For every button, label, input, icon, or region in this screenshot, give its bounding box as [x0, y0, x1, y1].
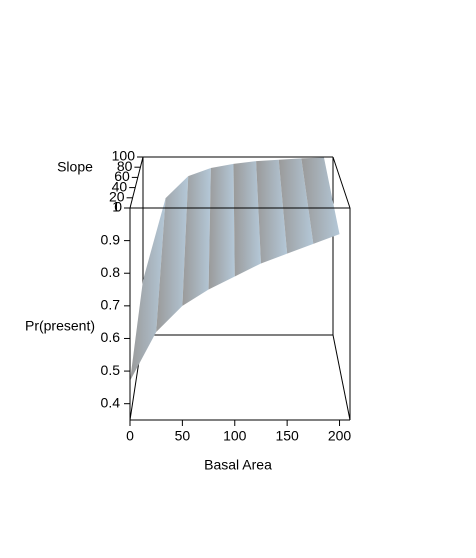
z-tick-label: 0.9: [101, 231, 121, 247]
surface-patch: [256, 159, 288, 264]
y-tick-label: 20: [109, 189, 125, 205]
surface-patch: [233, 161, 261, 277]
z-tick-label: 0.7: [101, 297, 121, 313]
box-edge: [332, 156, 351, 209]
z-tick-label: 1: [112, 199, 120, 215]
x-axis-title: Basal Area: [204, 457, 272, 473]
y-axis-title: Slope: [57, 159, 93, 175]
box-edge: [332, 334, 351, 421]
z-tick-label: 0.8: [101, 264, 121, 280]
y-tick-label: 80: [117, 158, 133, 174]
x-tick-label: 200: [328, 428, 352, 444]
surface-patch: [278, 158, 314, 254]
z-tick-label: 0.5: [101, 362, 121, 378]
y-tick-label: 40: [112, 178, 128, 194]
surface-patch: [182, 167, 211, 306]
x-tick-label: 50: [175, 428, 191, 444]
y-tick-label: 100: [112, 148, 136, 164]
y-tick-label: 60: [114, 168, 130, 184]
x-tick-label: 150: [275, 428, 299, 444]
surface-patch: [301, 157, 340, 244]
x-tick-label: 100: [223, 428, 247, 444]
surface-patch: [130, 198, 166, 381]
y-tick-label: 0: [114, 199, 122, 215]
x-tick-label: 0: [126, 428, 134, 444]
surface-patch: [208, 163, 235, 290]
box-edge: [129, 156, 144, 209]
surface-patch: [156, 176, 189, 332]
z-axis-title: Pr(present): [25, 318, 95, 334]
z-tick-label: 0.6: [101, 329, 121, 345]
z-tick-label: 0.4: [101, 394, 121, 410]
